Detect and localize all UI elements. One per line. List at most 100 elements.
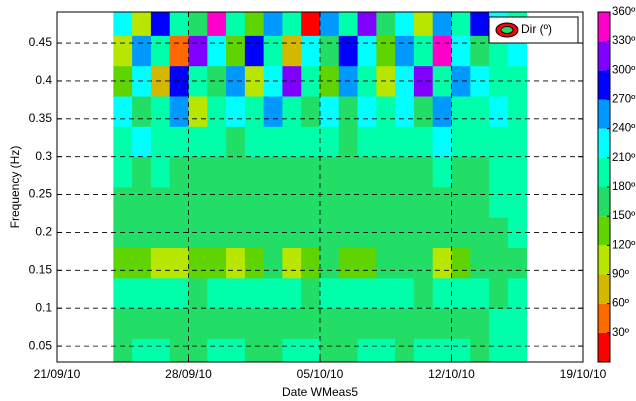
y-tick-label: 0.4 <box>35 73 52 87</box>
contour-cell <box>150 96 171 127</box>
contour-cell <box>395 96 415 127</box>
contour-cell <box>226 277 246 309</box>
contour-cell <box>169 35 189 67</box>
contour-cell <box>338 126 358 158</box>
contour-cell <box>432 308 452 339</box>
contour-cell <box>432 12 452 36</box>
contour-cell <box>132 96 152 127</box>
contour-cell <box>507 156 528 188</box>
contour-cell <box>395 247 415 279</box>
contour-cell <box>413 126 434 158</box>
contour-cell <box>132 126 152 158</box>
contour-cell <box>244 247 265 279</box>
colorbar-tick-label: 360º <box>612 6 636 18</box>
contour-cell <box>207 187 227 218</box>
contour-cell <box>263 35 283 67</box>
contour-cell <box>432 187 452 218</box>
contour-cell <box>113 12 133 36</box>
contour-cell <box>489 126 509 158</box>
contour-cell <box>263 338 283 362</box>
contour-cell <box>150 247 171 279</box>
x-tick-label: 05/10/10 <box>297 367 344 381</box>
x-axis-label: Date WMeas5 <box>282 385 358 399</box>
contour-cell <box>376 338 396 362</box>
colorbar-tick-label: 120º <box>612 239 636 251</box>
contour-cell <box>132 156 152 188</box>
contour-cell <box>395 308 415 339</box>
contour-cell <box>451 338 471 362</box>
contour-cell <box>150 277 171 309</box>
contour-cell <box>376 126 396 158</box>
contour-cell <box>413 308 434 339</box>
contour-cell <box>357 247 377 279</box>
y-axis-label: Frequency (Hz) <box>8 146 22 229</box>
contour-cell <box>169 96 189 127</box>
contour-cell <box>395 35 415 67</box>
legend-icon <box>500 26 514 34</box>
contour-cell <box>451 156 471 188</box>
colorbar-tick-label: 270º <box>612 94 636 106</box>
contour-cell <box>451 277 471 309</box>
contour-cell <box>432 65 452 97</box>
contour-cell <box>226 126 246 158</box>
colorbar-segment <box>598 332 610 362</box>
x-tick-label: 21/09/10 <box>34 367 81 381</box>
contour-cell <box>432 217 452 249</box>
contour-cell <box>320 187 340 218</box>
contour-cell <box>169 338 189 362</box>
contour-cell <box>132 247 152 279</box>
contour-cell <box>413 156 434 188</box>
y-tick-label: 0.1 <box>35 300 52 314</box>
contour-cell <box>357 277 377 309</box>
contour-cell <box>301 277 321 309</box>
contour-cell <box>113 308 133 339</box>
contour-cell <box>489 338 509 362</box>
colorbar-tick-label: 330º <box>612 35 636 47</box>
contour-cell <box>150 338 171 362</box>
contour-cell <box>451 126 471 158</box>
contour-cell <box>132 187 152 218</box>
contour-cell <box>507 277 528 309</box>
contour-cell <box>169 65 189 97</box>
contour-cell <box>150 308 171 339</box>
contour-cell <box>320 126 340 158</box>
contour-cell <box>244 308 265 339</box>
contour-cell <box>169 156 189 188</box>
contour-cell <box>320 96 340 127</box>
colorbar-segment <box>598 128 610 158</box>
contour-cell <box>338 96 358 127</box>
contour-cell <box>413 35 434 67</box>
contour-cell <box>282 12 302 36</box>
x-tick-label: 12/10/10 <box>428 367 475 381</box>
contour-cell <box>263 247 283 279</box>
contour-cell <box>338 247 358 279</box>
contour-cell <box>207 96 227 127</box>
contour-cell <box>113 187 133 218</box>
contour-cell <box>113 247 133 279</box>
contour-cell <box>432 338 452 362</box>
contour-cell <box>489 277 509 309</box>
contour-cell <box>395 65 415 97</box>
contour-cell <box>226 96 246 127</box>
contour-cell <box>263 12 283 36</box>
contour-cell <box>413 247 434 279</box>
contour-cell <box>263 126 283 158</box>
contour-cell <box>207 277 227 309</box>
contour-cell <box>207 35 227 67</box>
contour-cell <box>263 308 283 339</box>
colorbar-segment <box>598 99 610 129</box>
contour-cell <box>470 187 490 218</box>
y-tick-label: 0.3 <box>35 149 52 163</box>
contour-cell <box>507 126 528 158</box>
contour-cell <box>150 187 171 218</box>
y-tick-label: 0.2 <box>35 225 52 239</box>
contour-cell <box>244 65 265 97</box>
contour-cell <box>207 12 227 36</box>
colorbar-tick-label: 300º <box>612 64 636 76</box>
contour-cell <box>282 247 302 279</box>
contour-cell <box>451 65 471 97</box>
contour-cell <box>338 12 358 36</box>
contour-cell <box>507 247 528 279</box>
contour-cell <box>470 247 490 279</box>
